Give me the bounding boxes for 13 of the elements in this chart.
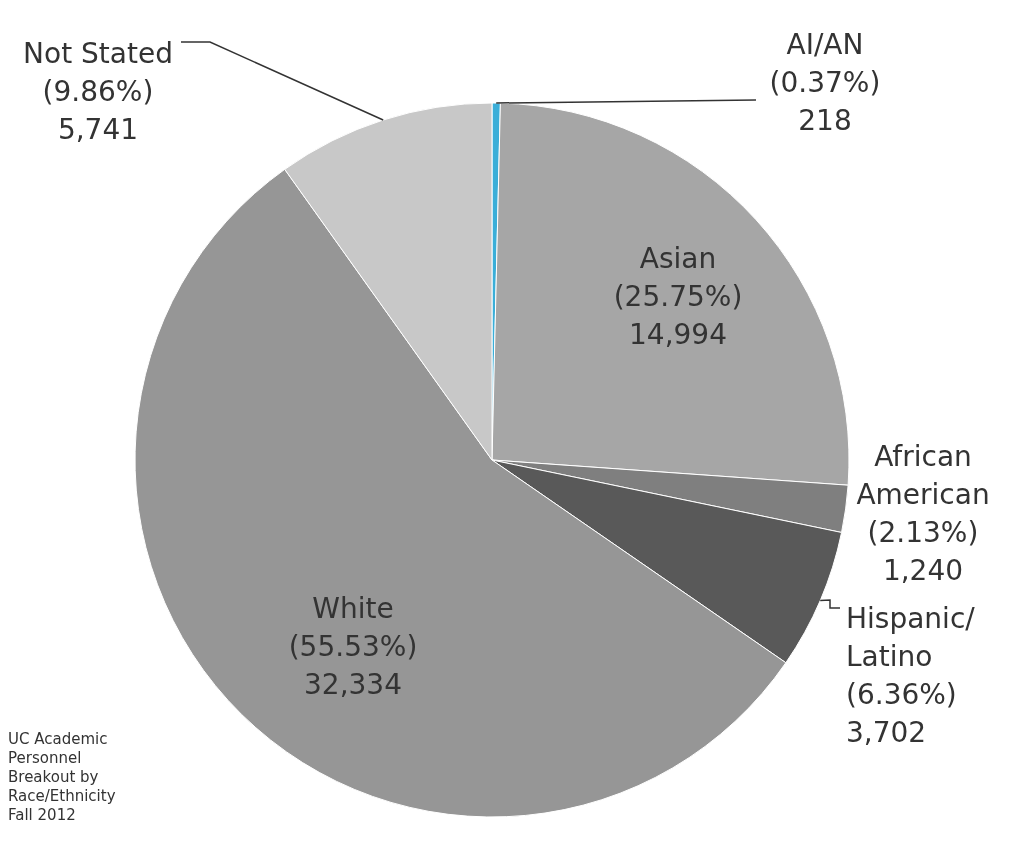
- data-label: (6.36%) 3,702: [846, 677, 957, 749]
- text: UC Academic Personnel Breakout by Race/Ethnicity Fall 2012: [8, 730, 117, 825]
- data-label: (55.53%) 32,334: [288, 629, 418, 701]
- data-label: (2.13%) 1,240: [867, 515, 979, 587]
- slice-label: Hispanic/Latino: [846, 601, 976, 673]
- slice-label: White: [312, 591, 394, 625]
- slice-label: Asian: [639, 241, 717, 275]
- data-label: (9.86%) 5,741: [42, 74, 154, 146]
- slice-label: African American: [856, 439, 990, 511]
- data-label: (25.75%) 14,994: [613, 279, 743, 351]
- slice-label: AI/AN: [786, 27, 864, 61]
- data-label: (0.37%) 218: [769, 65, 881, 137]
- slice-label: Not Stated: [23, 36, 173, 70]
